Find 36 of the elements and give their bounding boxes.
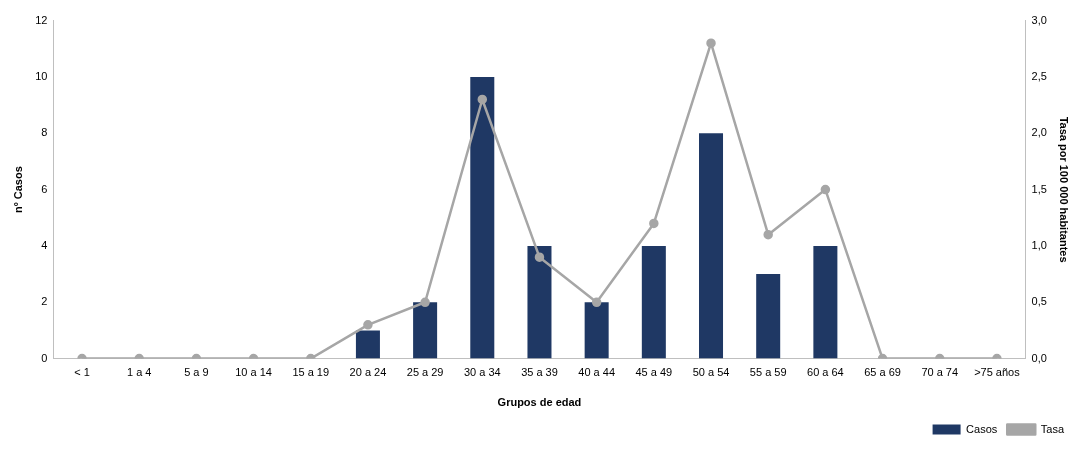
legend-label: Casos xyxy=(966,422,998,435)
y-axis-title: nº Casos xyxy=(11,166,24,214)
x-tick-label: 35 a 39 xyxy=(521,366,558,379)
y-tick-label: 12 xyxy=(35,13,48,26)
x-tick-label: 10 a 14 xyxy=(235,366,272,379)
x-tick-label: 25 a 29 xyxy=(406,366,444,379)
x-tick-label: 15 a 19 xyxy=(292,366,330,379)
legend-label: Tasa xyxy=(1040,422,1065,435)
y-tick-label: 10 xyxy=(35,69,48,82)
y2-tick-label: 0,5 xyxy=(1031,295,1047,308)
y-tick-label: 8 xyxy=(41,126,48,139)
x-tick-label: 1 a 4 xyxy=(126,366,152,379)
y2-tick-label: 1,0 xyxy=(1031,238,1047,251)
x-tick-label: 40 a 44 xyxy=(578,366,615,379)
x-tick-label: 20 a 24 xyxy=(349,366,387,379)
y2-tick-label: 2,5 xyxy=(1031,69,1047,82)
x-tick-label: 70 a 74 xyxy=(921,366,959,379)
x-axis-title: Grupos de edad xyxy=(497,396,582,409)
x-tick-label: >75 años xyxy=(974,366,1021,379)
x-tick-label: 30 a 34 xyxy=(463,366,501,379)
x-tick-label: 60 a 64 xyxy=(807,366,844,379)
y2-tick-label: 3,0 xyxy=(1031,13,1047,26)
y-tick-label: 0 xyxy=(41,351,48,364)
x-tick-label: 50 a 54 xyxy=(692,366,730,379)
y2-tick-label: 0,0 xyxy=(1031,351,1047,364)
x-tick-label: 55 a 59 xyxy=(749,366,787,379)
y2-axis-title: Tasa por 100 000 habitantes xyxy=(1058,116,1071,263)
y2-tick-label: 2,0 xyxy=(1031,126,1047,139)
x-tick-label: 5 a 9 xyxy=(184,366,209,379)
x-tick-label: 65 a 69 xyxy=(864,366,901,379)
y-tick-label: 6 xyxy=(41,182,48,195)
x-tick-label: < 1 xyxy=(74,366,90,379)
y-tick-label: 2 xyxy=(41,295,48,308)
y2-tick-label: 1,5 xyxy=(1031,182,1047,195)
x-tick-label: 45 a 49 xyxy=(635,366,673,379)
y-tick-label: 4 xyxy=(41,238,48,251)
